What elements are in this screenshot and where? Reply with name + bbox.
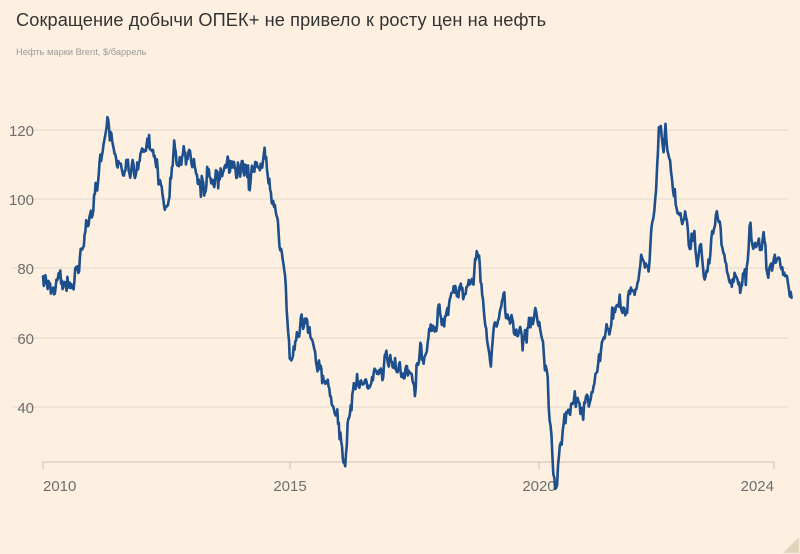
svg-text:40: 40 [17, 400, 34, 417]
svg-text:2015: 2015 [273, 478, 306, 495]
svg-text:100: 100 [9, 192, 34, 209]
svg-text:60: 60 [17, 331, 34, 348]
svg-text:2024: 2024 [741, 478, 774, 495]
svg-text:120: 120 [9, 123, 34, 140]
svg-text:80: 80 [17, 261, 34, 278]
svg-text:2010: 2010 [43, 478, 76, 495]
svg-text:2020: 2020 [522, 478, 555, 495]
